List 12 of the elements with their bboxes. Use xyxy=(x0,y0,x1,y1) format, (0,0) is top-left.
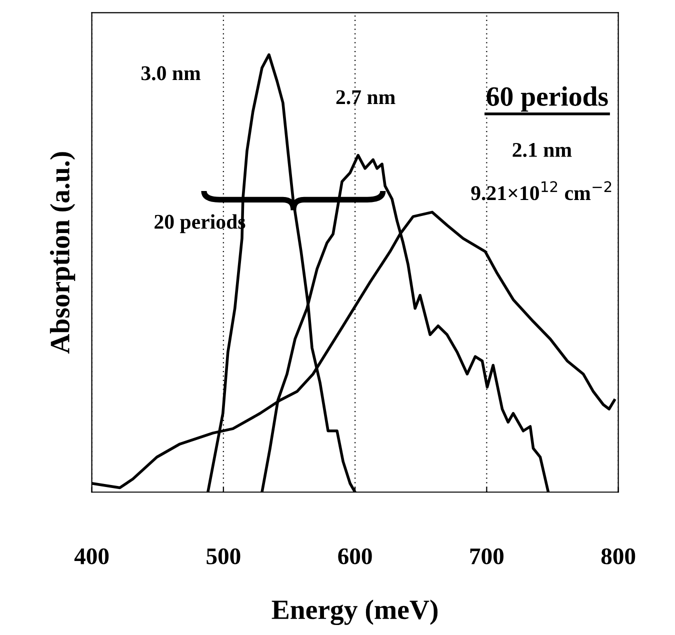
annotation: 2.7 nm xyxy=(336,90,396,104)
x-tick-label: 600 xyxy=(338,548,372,564)
x-tick-label: 400 xyxy=(74,548,109,564)
annotation: 2.1 nm xyxy=(512,142,572,158)
x-axis-title: Energy (meV) xyxy=(272,600,438,626)
x-tick-label: 500 xyxy=(206,548,240,564)
annotation: 9.21×10$^{12}$ cm$^{−2}$ xyxy=(471,181,612,200)
annotation: 60 periods xyxy=(486,86,608,112)
x-tick-label: 800 xyxy=(601,548,636,564)
annotation: 3.0 nm xyxy=(141,66,201,80)
y-axis-title: Absorption (a.u.) xyxy=(50,152,76,354)
x-tick-label: 700 xyxy=(470,548,504,564)
